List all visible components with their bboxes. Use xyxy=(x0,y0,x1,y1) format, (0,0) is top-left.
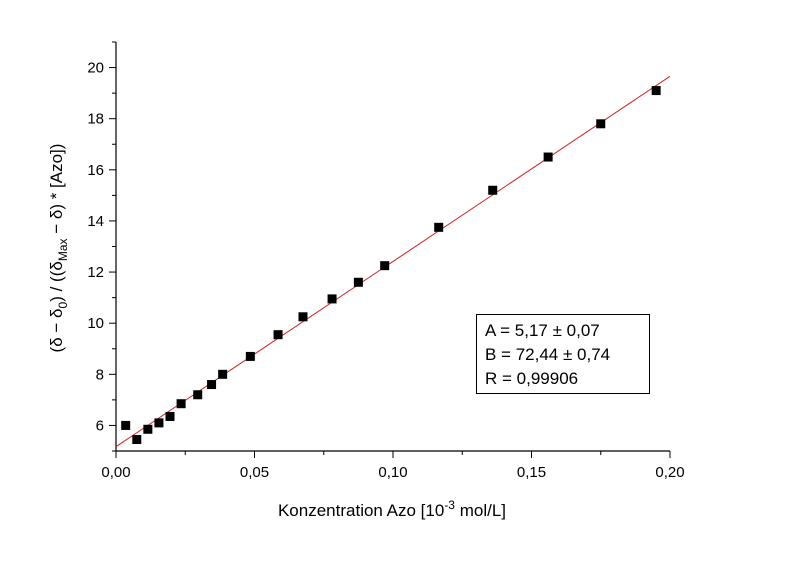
data-point xyxy=(121,420,131,430)
y-tick-label: 14 xyxy=(87,213,104,230)
data-point xyxy=(298,312,308,322)
y-tick-label: 12 xyxy=(87,264,104,281)
y-tick-label: 18 xyxy=(87,111,104,128)
data-point xyxy=(353,277,363,287)
x-tick-label: 0,15 xyxy=(517,464,546,481)
data-points xyxy=(121,86,661,444)
x-tick-label: 0,00 xyxy=(101,464,130,481)
x-tick-label: 0,20 xyxy=(655,464,684,481)
x-tick-label: 0,10 xyxy=(378,464,407,481)
x-tick-label: 0,05 xyxy=(240,464,269,481)
y-tick-label: 16 xyxy=(87,162,104,179)
y-tick-label: 8 xyxy=(96,366,104,383)
fit-param-r: R = 0,99906 xyxy=(485,369,579,388)
axes: 0,00 0,05 0,10 0,15 0,20 6 8 10 12 14 16 18 20 xyxy=(87,41,685,481)
data-point xyxy=(596,119,606,129)
data-point xyxy=(273,330,283,340)
data-point xyxy=(132,434,142,444)
data-point xyxy=(143,424,153,434)
data-point xyxy=(193,390,203,400)
data-point xyxy=(218,369,228,379)
data-point xyxy=(327,294,337,304)
y-tick-label: 6 xyxy=(96,417,104,434)
y-tick-label: 20 xyxy=(87,60,104,77)
data-point xyxy=(165,411,175,421)
data-point xyxy=(207,380,217,390)
data-point xyxy=(434,222,444,232)
data-point xyxy=(543,152,553,162)
y-tick-label: 10 xyxy=(87,315,104,332)
x-axis-title: Konzentration Azo [10-3 mol/L] xyxy=(278,498,506,520)
fit-results-box: A = 5,17 ± 0,07 B = 72,44 ± 0,74 R = 0,9… xyxy=(476,314,650,394)
y-axis-title: (δ − δ0) / ((δMax − δ) * [Azo]) xyxy=(47,144,70,353)
data-point xyxy=(651,86,661,96)
fit-param-b: B = 72,44 ± 0,74 xyxy=(485,345,611,364)
data-point xyxy=(488,185,498,195)
data-point xyxy=(154,418,164,428)
data-point xyxy=(380,261,390,271)
data-point xyxy=(176,399,186,409)
data-point xyxy=(245,351,255,361)
fit-param-a: A = 5,17 ± 0,07 xyxy=(485,321,600,340)
